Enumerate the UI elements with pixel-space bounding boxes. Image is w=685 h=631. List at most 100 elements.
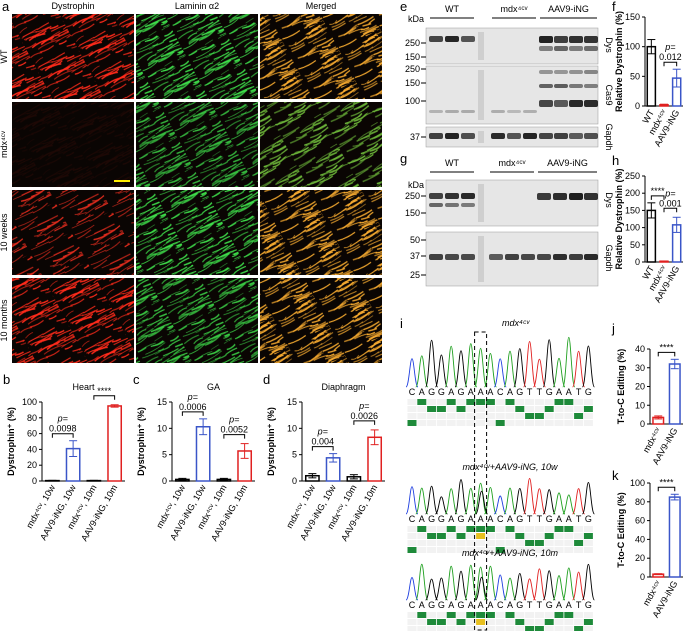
blot-name: Cas9	[604, 84, 614, 105]
base-cell	[544, 413, 554, 419]
base-letter: T	[576, 514, 582, 524]
base-cell	[407, 399, 417, 405]
image-texture	[136, 190, 258, 275]
base-cell	[476, 626, 486, 631]
y-axis-label: Dystrophin⁺ (%)	[136, 407, 146, 476]
band	[429, 193, 443, 199]
base-cell	[436, 540, 446, 546]
base-cell	[485, 612, 495, 618]
base-letter: T	[527, 514, 533, 524]
base-letter: G	[428, 514, 435, 524]
base-cell	[574, 533, 584, 539]
trace-peak	[513, 348, 527, 388]
y-tick-label: 80	[635, 497, 645, 507]
base-cell	[525, 626, 535, 631]
base-cell	[583, 399, 593, 405]
sig-bracket	[51, 433, 74, 438]
error-bar	[672, 68, 681, 88]
blot-membrane	[425, 27, 599, 65]
base-cell	[525, 406, 535, 412]
band	[445, 203, 459, 207]
base-letter: T	[537, 387, 543, 397]
base-letter: A	[468, 600, 474, 610]
base-cell	[515, 413, 525, 419]
base-cell	[407, 612, 417, 618]
base-letter: T	[527, 600, 533, 610]
base-cell	[525, 420, 535, 426]
sig-text: ****	[659, 342, 674, 352]
band	[539, 70, 553, 74]
base-letter: G	[438, 600, 445, 610]
base-letter: T	[527, 387, 533, 397]
base-cell	[554, 413, 564, 419]
base-cell	[466, 619, 476, 625]
y-tick-label: 0	[640, 572, 645, 582]
base-letter: C	[409, 600, 416, 610]
band	[584, 133, 598, 139]
base-cell	[574, 540, 584, 546]
base-letter: A	[478, 387, 484, 397]
base-cell	[515, 540, 525, 546]
trace-peak	[493, 574, 507, 601]
base-cell	[505, 619, 515, 625]
base-cell	[583, 540, 593, 546]
base-cell	[456, 406, 466, 412]
sig-bracket	[657, 351, 676, 357]
base-cell	[407, 540, 417, 546]
base-letter: A	[419, 600, 425, 610]
band	[429, 254, 443, 260]
base-cell	[456, 413, 466, 419]
row-label: 10 weeks	[0, 213, 9, 252]
image-texture	[12, 102, 134, 187]
panel-label: i	[400, 316, 403, 331]
bar	[668, 496, 681, 578]
base-cell	[495, 540, 505, 546]
base-cell	[427, 399, 437, 405]
base-cell	[456, 420, 466, 426]
image-texture	[260, 278, 382, 363]
base-cell	[476, 533, 486, 539]
base-letter: G	[546, 514, 553, 524]
marker-label: 150	[405, 78, 420, 88]
error-bar	[670, 493, 679, 501]
error-bar	[240, 443, 249, 459]
base-letter: G	[457, 387, 464, 397]
base-letter: A	[566, 600, 572, 610]
sig-text: 0.0006	[179, 402, 207, 412]
base-cell	[436, 619, 446, 625]
trace-peak	[454, 350, 468, 388]
y-tick-label: 60	[27, 429, 37, 439]
band	[461, 110, 475, 113]
base-cell	[564, 533, 574, 539]
base-cell	[427, 612, 437, 618]
y-tick-label: 0	[292, 476, 297, 486]
marker-label: 100	[405, 96, 420, 106]
base-cell	[554, 420, 564, 426]
y-tick-label: 250	[625, 171, 640, 181]
sig-label: p=	[664, 42, 675, 52]
trace-peak	[483, 565, 497, 601]
base-cell	[505, 540, 515, 546]
sig-label: p=	[228, 415, 239, 425]
band	[429, 110, 443, 113]
base-cell	[574, 420, 584, 426]
base-cell	[534, 540, 544, 546]
marker-label: 37	[410, 251, 420, 261]
base-cell	[554, 526, 564, 532]
y-axis-label: Relative Dystrophin (%)	[614, 11, 624, 112]
base-cell	[456, 399, 466, 405]
base-cell	[407, 547, 417, 553]
error-bar	[672, 216, 681, 233]
base-cell	[466, 406, 476, 412]
image-texture	[260, 14, 382, 99]
band	[539, 100, 553, 107]
band	[429, 133, 443, 139]
base-cell	[583, 413, 593, 419]
base-cell	[407, 406, 417, 412]
base-cell	[485, 406, 495, 412]
base-cell	[505, 533, 515, 539]
base-cell	[436, 533, 446, 539]
panel-label: b	[3, 372, 10, 387]
base-cell	[495, 626, 505, 631]
